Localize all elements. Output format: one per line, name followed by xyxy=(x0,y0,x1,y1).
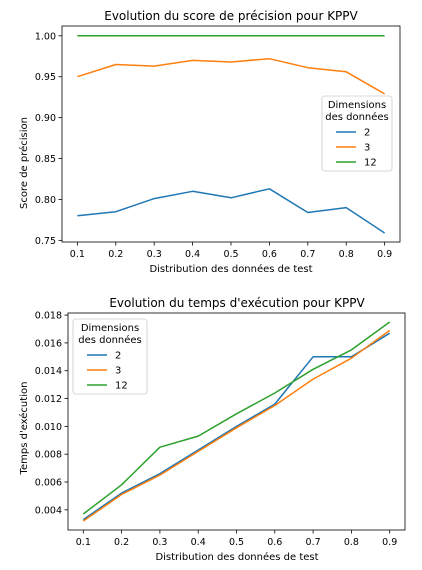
x-tick-label: 0.8 xyxy=(339,249,354,260)
legend-title: Dimensions xyxy=(81,323,139,334)
series-line-2 xyxy=(77,188,386,234)
legend-label-12: 12 xyxy=(115,381,128,392)
x-tick-label: 0.6 xyxy=(262,249,277,260)
x-tick-label: 0.5 xyxy=(223,249,238,260)
x-axis-label: Distribution des données de test xyxy=(155,551,318,563)
y-tick-label: 0.85 xyxy=(35,154,56,165)
legend-title: des données xyxy=(325,111,389,123)
y-axis-label: Score de précision xyxy=(18,117,30,209)
legend-frame xyxy=(321,95,393,172)
y-tick-label: 1.00 xyxy=(35,31,56,42)
x-tick-label: 0.1 xyxy=(70,249,85,260)
legend-frame xyxy=(72,318,148,395)
legend-title: des données xyxy=(78,334,142,346)
x-tick-label: 0.3 xyxy=(147,249,162,260)
y-tick-label: 0.80 xyxy=(35,195,56,206)
x-tick-label: 0.7 xyxy=(300,249,315,260)
legend-label-2: 2 xyxy=(115,351,121,362)
y-tick-label: 0.018 xyxy=(35,311,62,322)
x-axis-label: Distribution des données de test xyxy=(149,263,312,275)
x-tick-label: 0.9 xyxy=(377,249,392,260)
legend-label-3: 3 xyxy=(115,366,121,377)
series-line-12 xyxy=(82,321,391,515)
legend-title: Dimensions xyxy=(328,100,386,111)
y-tick-label: 0.75 xyxy=(35,236,56,247)
y-tick-label: 0.012 xyxy=(35,394,62,405)
x-tick-label: 0.2 xyxy=(114,537,129,548)
series-line-3 xyxy=(77,57,385,95)
x-tick-label: 0.4 xyxy=(191,537,206,548)
series-line-3 xyxy=(82,329,391,522)
x-tick-label: 0.5 xyxy=(229,537,244,548)
y-tick-label: 0.90 xyxy=(35,113,56,124)
y-tick-label: 0.004 xyxy=(35,505,62,516)
runtime-chart: Evolution du temps d'exécution pour KPPV… xyxy=(18,296,406,563)
x-tick-label: 0.2 xyxy=(108,249,123,260)
x-tick-label: 0.3 xyxy=(152,537,167,548)
x-tick-label: 0.1 xyxy=(76,537,91,548)
x-tick-label: 0.8 xyxy=(344,537,359,548)
x-tick-label: 0.9 xyxy=(382,537,397,548)
x-tick-label: 0.4 xyxy=(185,249,200,260)
legend-label-12: 12 xyxy=(364,158,377,169)
y-tick-label: 0.010 xyxy=(35,422,62,433)
legend-label-3: 3 xyxy=(364,143,370,154)
y-tick-label: 0.95 xyxy=(35,72,56,83)
y-tick-label: 0.014 xyxy=(35,366,62,377)
y-tick-label: 0.008 xyxy=(35,450,62,461)
accuracy-chart: Evolution du score de précision pour KPP… xyxy=(18,9,401,275)
legend-label-2: 2 xyxy=(364,128,370,139)
chart-title: Evolution du temps d'exécution pour KPPV xyxy=(109,296,365,310)
x-tick-label: 0.6 xyxy=(267,537,282,548)
y-tick-label: 0.006 xyxy=(35,478,62,489)
chart-title: Evolution du score de précision pour KPP… xyxy=(104,9,358,23)
x-tick-label: 0.7 xyxy=(306,537,321,548)
y-tick-label: 0.016 xyxy=(35,338,62,349)
y-axis-label: Temps d'exécution xyxy=(18,382,30,476)
